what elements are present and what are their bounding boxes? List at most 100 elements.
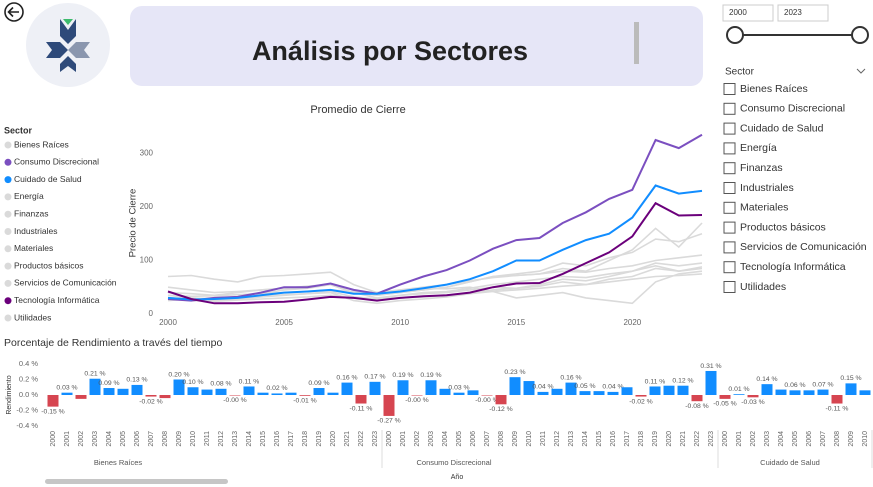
checkbox[interactable] — [723, 142, 736, 155]
x-tick-label: 2022 — [358, 431, 365, 447]
legend-label: Tecnología Informática — [14, 295, 100, 305]
x-tick-label: 2012 — [218, 431, 225, 447]
value-label: 0.11 % — [645, 378, 666, 385]
bar — [285, 392, 297, 395]
value-label: 0.11 % — [239, 378, 260, 385]
slider-handle[interactable] — [851, 26, 869, 44]
x-tick-label: 2011 — [204, 431, 211, 446]
legend-title: Sector — [4, 125, 33, 135]
bar — [831, 395, 843, 404]
value-label: 0.13 % — [126, 377, 147, 384]
bar — [243, 386, 255, 395]
sector-option: Productos básicos — [740, 221, 826, 233]
value-label: -0.05 % — [713, 401, 736, 408]
legend-label: Utilidades — [14, 312, 51, 322]
bar — [635, 395, 647, 397]
chevron[interactable] — [856, 68, 866, 74]
x-tick-label: 2008 — [162, 431, 169, 447]
x-tick-label: 2000 — [159, 318, 177, 327]
x-tick-label: 2015 — [596, 431, 603, 447]
bar — [453, 392, 465, 395]
checkbox[interactable] — [723, 102, 736, 115]
bar — [761, 384, 773, 395]
legend-label: Industriales — [14, 226, 57, 236]
x-tick-label: 2023 — [372, 431, 379, 447]
bar — [705, 370, 717, 395]
checkbox[interactable] — [723, 201, 736, 214]
x-tick-label: 2010 — [862, 431, 869, 447]
checkbox[interactable] — [723, 122, 736, 135]
x-tick-label: 2001 — [64, 431, 71, 447]
value-label: 0.03 % — [56, 384, 77, 391]
bar — [747, 395, 759, 398]
x-tick-label: 2018 — [302, 431, 309, 447]
back-button[interactable] — [4, 2, 24, 22]
bar — [803, 390, 815, 395]
x-tick-label: 2004 — [778, 431, 785, 447]
bar — [677, 385, 689, 395]
checkbox[interactable] — [723, 162, 736, 175]
year-to-input[interactable] — [777, 4, 829, 22]
bar — [859, 390, 871, 395]
scrollbar[interactable] — [45, 479, 228, 484]
y-tick-label: -0.2 % — [16, 405, 38, 414]
bar — [551, 388, 563, 395]
x-tick-label: 2013 — [568, 431, 575, 447]
x-tick-label: 2015 — [260, 431, 267, 447]
legend-marker — [4, 228, 12, 235]
sector-option: Finanzas — [740, 162, 783, 174]
value-label: 0.21 % — [84, 371, 105, 378]
bar — [593, 391, 605, 395]
sector-option: Tecnología Informática — [740, 261, 846, 273]
year-from-input[interactable] — [722, 4, 774, 22]
x-tick-label: 2015 — [507, 318, 525, 327]
checkbox[interactable] — [723, 241, 736, 254]
bar — [817, 389, 829, 395]
bar — [649, 386, 661, 395]
checkbox[interactable] — [723, 261, 736, 274]
value-label: 0.03 % — [448, 384, 469, 391]
checkbox[interactable] — [723, 83, 736, 95]
x-tick-label: 2020 — [666, 431, 673, 447]
series-line — [167, 184, 703, 301]
x-tick-label: 2007 — [148, 431, 155, 447]
checkbox[interactable] — [723, 182, 736, 194]
value-label: -0.11 % — [350, 405, 373, 412]
legend-marker — [4, 314, 12, 322]
value-label: -0.00 % — [223, 397, 246, 404]
x-tick-label: 2003 — [428, 431, 435, 447]
value-label: 0.23 % — [504, 369, 525, 376]
x-tick-label: 2009 — [176, 431, 183, 447]
x-tick-label: 2011 — [540, 431, 547, 446]
year-slicer: 2000 2023 — [722, 4, 869, 44]
x-tick-label: 2010 — [190, 431, 197, 447]
legend-marker — [4, 158, 12, 166]
checkbox[interactable] — [723, 281, 736, 293]
value-label: -0.27 % — [377, 418, 400, 425]
group-label: Cuidado de Salud — [760, 458, 820, 467]
bar — [481, 395, 493, 396]
bar — [201, 389, 213, 395]
legend-marker — [4, 210, 12, 218]
logo — [26, 3, 110, 87]
bar — [719, 395, 731, 399]
x-tick-label: 2004 — [442, 431, 449, 447]
value-label: 0.17 % — [364, 374, 385, 381]
bar — [411, 395, 423, 396]
slider-handle[interactable] — [726, 26, 744, 44]
bar — [313, 388, 325, 395]
checkbox[interactable] — [723, 221, 736, 234]
series-line — [167, 262, 703, 301]
value-label: -0.03 % — [741, 399, 764, 406]
value-label: 0.09 % — [98, 380, 119, 387]
y-axis-title: Rendimiento — [6, 375, 13, 414]
bar — [523, 381, 535, 395]
bar — [103, 388, 115, 395]
value-label: 0.14 % — [756, 376, 777, 383]
value-label: 0.12 % — [672, 377, 693, 384]
bar — [47, 395, 59, 407]
y-tick-label: -0.4 % — [16, 421, 38, 430]
x-tick-label: 2022 — [694, 431, 701, 447]
sector-option: Bienes Raíces — [740, 83, 808, 95]
legend-label: Cuidado de Salud — [14, 174, 82, 184]
